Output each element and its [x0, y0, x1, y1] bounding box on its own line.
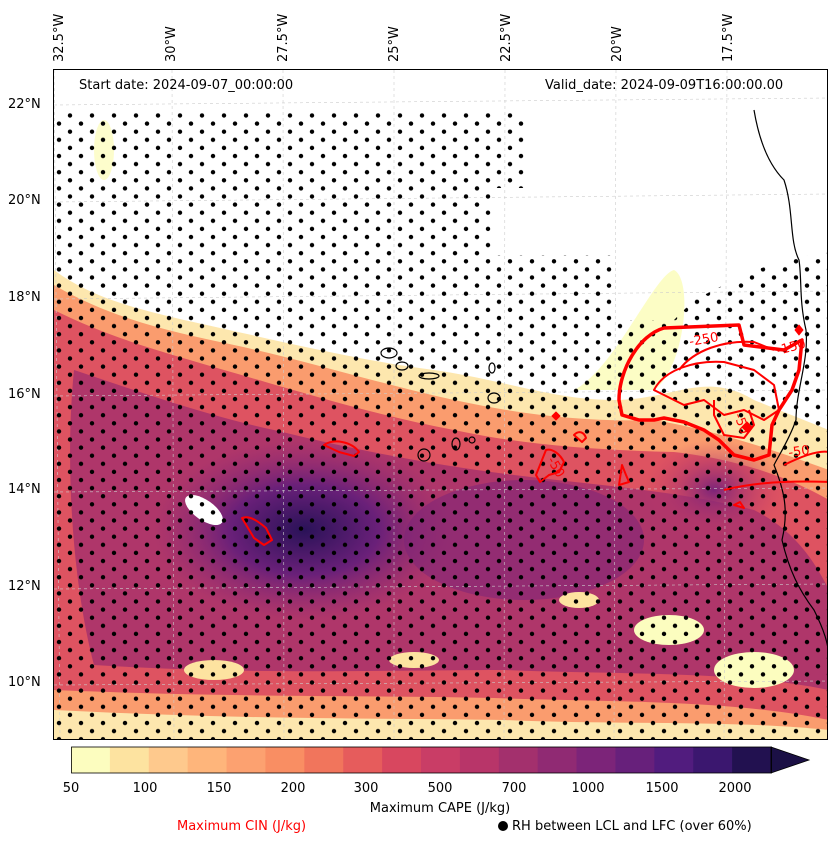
- colorbar-swatch: [265, 747, 305, 773]
- colorbar-swatch: [226, 747, 266, 773]
- cin-contour-labels: -250 -150 -50 -50 -50: [544, 330, 811, 480]
- cin-label: -250: [688, 330, 720, 350]
- lon-label: 25°W: [387, 26, 402, 62]
- colorbar-swatch: [732, 747, 772, 773]
- lat-label: 18°N: [8, 290, 41, 305]
- lat-label: 16°N: [8, 387, 41, 402]
- colorbar-swatch: [187, 747, 228, 773]
- colorbar-swatch: [654, 747, 694, 773]
- colorbar-tick: 200: [280, 781, 306, 796]
- lat-label: 22°N: [8, 97, 41, 112]
- colorbar-tick: 700: [501, 781, 527, 796]
- lat-label: 14°N: [8, 482, 41, 497]
- colorbar-tick: 150: [206, 781, 232, 796]
- cape-colorbar: [71, 746, 811, 774]
- colorbar-swatch: [615, 747, 655, 773]
- colorbar-swatch: [382, 747, 422, 773]
- map-canvas: -250 -150 -50 -50 -50: [54, 70, 827, 739]
- colorbar-tick: 1500: [645, 781, 679, 796]
- cin-contours: [241, 323, 827, 546]
- colorbar-title: Maximum CAPE (J/kg): [369, 801, 511, 816]
- colorbar-swatch: [498, 747, 539, 773]
- colorbar-swatch: [537, 747, 578, 773]
- lon-label: 20°W: [610, 26, 625, 62]
- colorbar-swatch: [576, 747, 616, 773]
- map-panel: -250 -150 -50 -50 -50: [53, 69, 828, 740]
- lat-label: 20°N: [8, 193, 41, 208]
- colorbar-swatch: [343, 747, 383, 773]
- colorbar-tick: 500: [427, 781, 453, 796]
- colorbar-tick: 1000: [571, 781, 605, 796]
- lon-label: 30°W: [164, 26, 179, 62]
- lon-label: 32.5°W: [52, 13, 67, 62]
- lon-label: 27.5°W: [276, 13, 291, 62]
- rh-legend: RH between LCL and LFC (over 60%): [498, 819, 752, 834]
- coastline: [753, 109, 827, 647]
- colorbar-tick: 2000: [718, 781, 752, 796]
- colorbar-tick: 100: [132, 781, 158, 796]
- colorbar-swatch: [459, 747, 500, 773]
- valid-date-label: Valid_date: 2024-09-09T16:00:00.00: [545, 78, 784, 93]
- lon-label: 22.5°W: [499, 13, 514, 62]
- colorbar-extend-arrow: [770, 746, 811, 774]
- cin-label: -150: [775, 337, 807, 359]
- cin-legend-label: Maximum CIN (J/kg): [177, 819, 307, 834]
- colorbar-tick: 50: [62, 781, 80, 796]
- lat-label: 10°N: [8, 675, 41, 690]
- cin-label: -50: [730, 411, 751, 436]
- lon-label: 17.5°W: [721, 13, 736, 62]
- rh-legend-label: RH between LCL and LFC (over 60%): [512, 819, 752, 834]
- start-date-label: Start date: 2024-09-07_00:00:00: [79, 78, 294, 93]
- islands: [380, 347, 501, 462]
- colorbar-swatch: [304, 747, 344, 773]
- cin-label: -50: [787, 443, 810, 461]
- colorbar-swatch: [71, 747, 111, 773]
- rh-dot-icon: [498, 821, 508, 831]
- colorbar-tick: 300: [353, 781, 379, 796]
- lat-label: 12°N: [8, 579, 41, 594]
- colorbar-frame: [71, 746, 772, 774]
- colorbar-swatch: [693, 747, 733, 773]
- colorbar-swatch: [421, 747, 461, 773]
- colorbar-swatch: [148, 747, 189, 773]
- colorbar-swatch: [109, 747, 150, 773]
